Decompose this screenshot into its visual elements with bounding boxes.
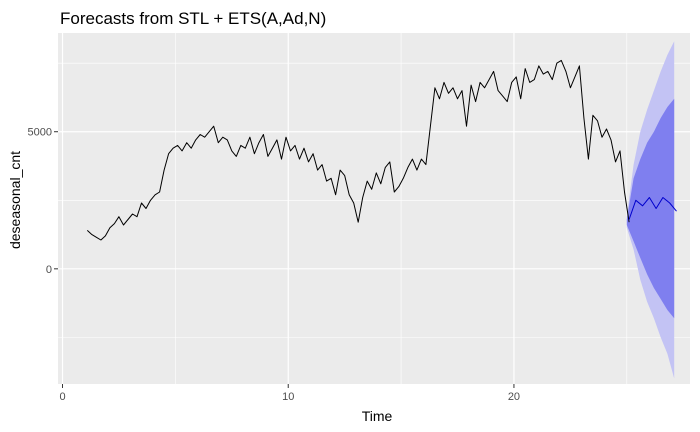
- history-line: [86, 59, 630, 241]
- interval-80-band: [626, 98, 675, 319]
- grid-lines: [58, 33, 690, 384]
- x-tick-label: 0: [59, 391, 65, 403]
- chart-title: Forecasts from STL + ETS(A,Ad,N): [60, 9, 326, 28]
- y-tick-label: 0: [46, 264, 52, 276]
- axes: 0 5000 0 10 20: [28, 127, 521, 403]
- y-tick-label: 5000: [28, 127, 52, 139]
- x-tick-label: 10: [282, 391, 294, 403]
- x-tick-label: 20: [508, 391, 520, 403]
- forecast-line: [628, 197, 677, 220]
- plot-panel: [58, 33, 690, 384]
- y-axis-label: deseasonal_cnt: [7, 151, 23, 249]
- series-lines: [86, 59, 677, 241]
- x-axis-label: Time: [362, 408, 393, 424]
- prediction-intervals: [626, 41, 675, 379]
